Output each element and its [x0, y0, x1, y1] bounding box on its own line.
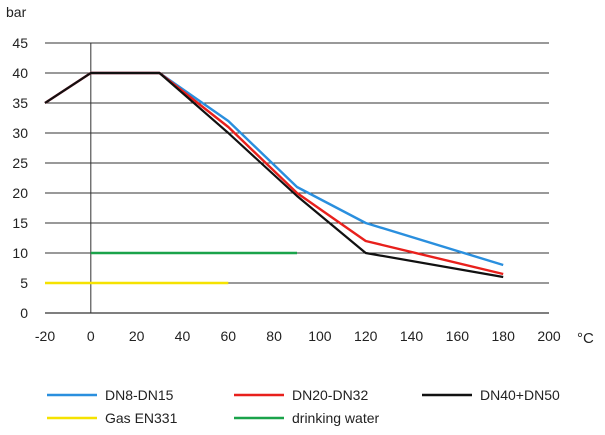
legend-label: Gas EN331 — [105, 410, 178, 426]
series-line-dn8-dn15 — [44, 71, 504, 267]
y-tick-label: 10 — [12, 245, 28, 261]
x-tick-label: 180 — [492, 328, 516, 344]
x-tick-label: 20 — [129, 328, 145, 344]
tick-labels: 0 5 10 15 20 25 30 35 40 45 -20 0 20 40 60 80 100 120 140 1… — [12, 35, 560, 344]
x-tick-label: 140 — [400, 328, 424, 344]
y-axis-label: bar — [6, 4, 27, 20]
legend-item: DN40+DN50 — [422, 387, 560, 403]
x-tick-label: 60 — [220, 328, 236, 344]
legend-label: DN8-DN15 — [105, 387, 174, 403]
y-tick-label: 5 — [20, 275, 28, 291]
x-tick-label: 200 — [537, 328, 561, 344]
x-tick-label: 80 — [266, 328, 282, 344]
x-tick-label: -20 — [35, 328, 55, 344]
x-axis-label: °C — [577, 330, 594, 347]
axes — [45, 43, 549, 314]
series-line-dn40-dn50 — [44, 71, 504, 279]
x-tick-label: 120 — [354, 328, 378, 344]
legend: DN8-DN15 DN20-DN32 DN40+DN50 Gas EN331 drink… — [47, 387, 560, 426]
gridlines — [45, 42, 549, 284]
x-tick-label: 160 — [446, 328, 470, 344]
x-tick-label: 40 — [175, 328, 191, 344]
y-tick-label: 25 — [12, 155, 28, 171]
legend-item: DN8-DN15 — [47, 387, 174, 403]
legend-item: Gas EN331 — [47, 410, 178, 426]
y-tick-label: 45 — [12, 35, 28, 51]
y-tick-label: 40 — [12, 65, 28, 81]
x-tick-label: 100 — [308, 328, 332, 344]
y-tick-label: 20 — [12, 185, 28, 201]
legend-label: DN40+DN50 — [480, 387, 560, 403]
legend-label: drinking water — [292, 410, 379, 426]
series-lines — [44, 71, 504, 285]
legend-item: drinking water — [234, 410, 379, 426]
y-tick-label: 0 — [20, 305, 28, 321]
y-tick-label: 35 — [12, 95, 28, 111]
y-tick-label: 30 — [12, 125, 28, 141]
x-tick-label: 0 — [87, 328, 95, 344]
legend-label: DN20-DN32 — [292, 387, 368, 403]
y-tick-label: 15 — [12, 215, 28, 231]
legend-item: DN20-DN32 — [234, 387, 368, 403]
